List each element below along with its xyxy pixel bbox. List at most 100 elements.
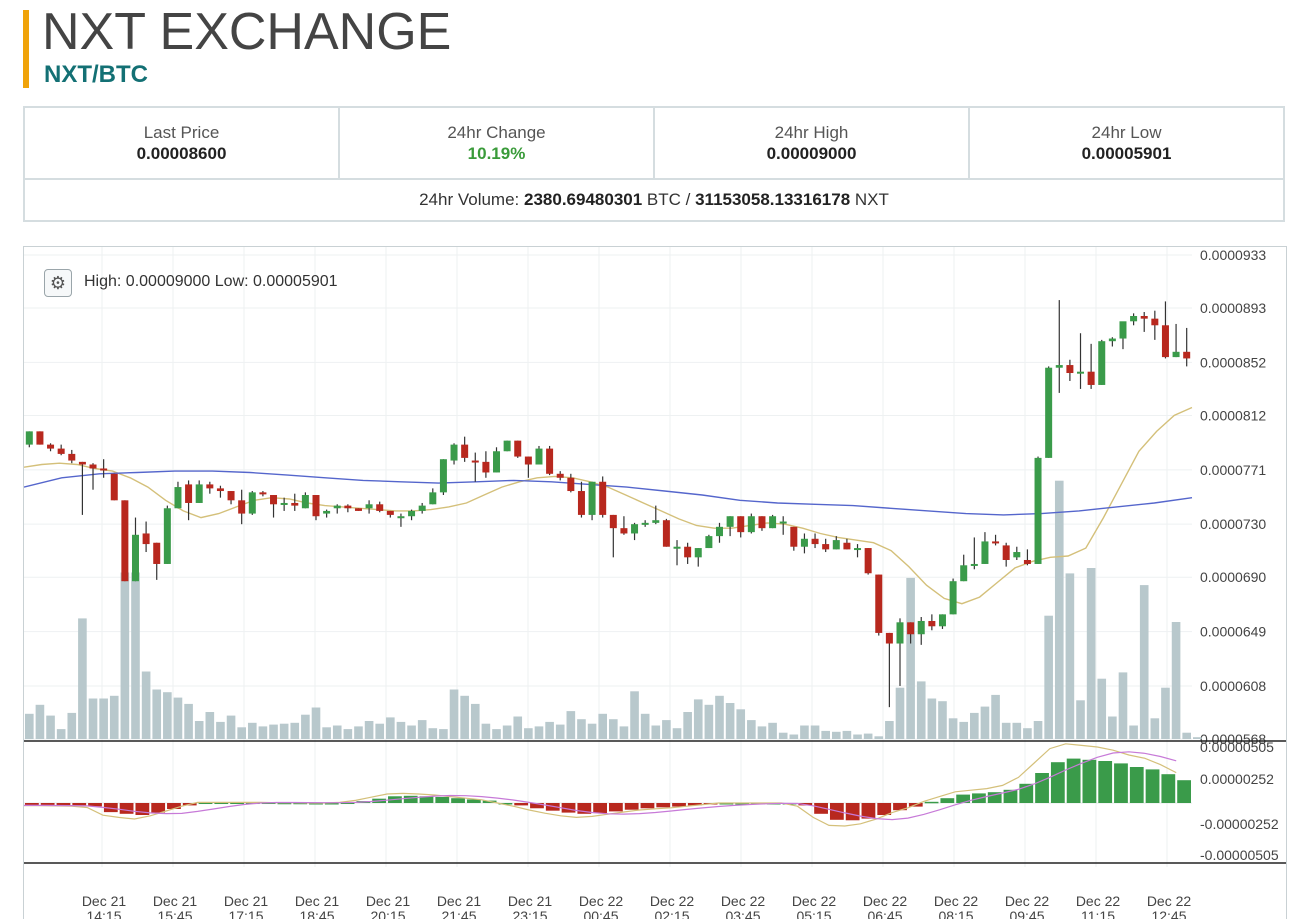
candle-body [875,574,883,633]
volume-bar [67,712,77,739]
date-label-time: 03:45 [725,908,760,919]
volume-nxt: 31153058.13316178 [695,190,851,209]
candle-body [1151,318,1159,326]
candle-body [917,620,925,635]
candle-body [1140,315,1148,319]
candle-body [25,431,33,445]
macd-hist-bar [1082,759,1097,803]
macd-hist-bar [103,803,118,813]
date-label-time: 23:15 [512,908,547,919]
candle-body [684,546,692,558]
macd-hist-bar [656,803,671,808]
volume-bar [1108,716,1117,739]
candle-body [599,481,607,515]
macd-hist-bar [151,803,166,813]
candle-body [620,528,628,534]
candle-body [928,620,936,627]
macd-hist-bar [451,798,465,803]
volume-bar [417,720,427,739]
volume-bar [78,618,87,739]
macd-hist-bar [340,802,355,805]
volume-bar [502,725,512,739]
candle-body [354,508,362,511]
gear-icon[interactable]: ⚙ [44,269,72,297]
candle-body [365,504,373,509]
candle-body [1130,315,1138,322]
macd-hist-bar [293,802,308,805]
volume-bar [831,731,841,739]
volume-bar [386,717,395,739]
macd-hist-bar [719,803,734,805]
date-label-time: 12:45 [1151,908,1186,919]
macd-hist-bar [419,796,434,803]
volume-bar [141,671,151,739]
macd-hist-bar [514,803,529,806]
volume-bar [609,719,618,739]
volume-bar [916,681,926,739]
macd-hist-bar [987,792,1002,803]
volume-bar [778,732,788,739]
date-label-time: 05:15 [796,908,831,919]
price-chart[interactable]: 0.0000933 0.0000893 0.0000852 0.0000812 0.00… [23,246,1287,919]
macd-hist-bar [861,803,876,819]
candle-body [843,542,851,550]
candle-body [567,477,575,492]
volume-bar [269,724,278,739]
volume-bar [1139,585,1149,739]
candle-body [609,514,617,529]
candle-body [631,524,639,534]
volume-bar [1054,480,1064,739]
volume-bar [428,728,438,739]
volume-bar [481,723,491,739]
volume-bar [163,692,172,739]
candle-body [535,448,543,465]
volume-bar [863,733,873,739]
date-label-time: 15:45 [157,908,192,919]
date-label-day: Dec 21 [153,893,198,909]
macd-hist-bar [309,803,323,805]
macd-hist-bar [1035,773,1049,803]
macd-tick-label: -0.00000505 [1200,847,1279,863]
date-label-time: 00:45 [583,908,618,919]
volume-bar [651,725,661,739]
price-tick-label: 0.0000893 [1200,300,1266,316]
macd-hist-bar [435,797,450,803]
macd-hist-bar [593,803,607,814]
candle-body [450,444,458,461]
volume-bar [1033,721,1043,739]
date-label-day: Dec 21 [224,893,269,909]
signal-line [24,751,1177,821]
candle-body [68,453,76,461]
chart-canvas[interactable]: 0.0000933 0.0000893 0.0000852 0.0000812 0.00… [24,247,1287,919]
volume-bar [56,729,66,739]
volume-bar [906,577,915,739]
volume-bar [205,712,215,739]
volume-bar [747,720,756,739]
macd-hist-bar [687,803,702,806]
candle-body [694,548,702,558]
date-label-day: Dec 21 [508,893,553,909]
date-label-day: Dec 22 [1005,893,1050,909]
candle-body [641,522,649,525]
macd-hist-bar [956,794,971,803]
macd-line [24,743,1177,827]
candle-body [747,516,755,533]
candle-body [429,492,437,505]
volume-bar [619,726,629,739]
candle-body [439,459,447,493]
macd-hist-bar [624,803,639,810]
date-label-time: 11:15 [1081,908,1115,919]
candle-body [524,456,532,465]
macd-hist-bar [119,803,134,814]
volume-bar [1193,737,1202,739]
volume-bar [513,716,523,739]
macd-hist-bar [1177,780,1191,803]
candle-body [1045,367,1053,458]
macd-hist-bar [56,803,71,806]
volume-bar [301,714,310,739]
volume-bar [332,725,342,739]
volume-bar [1182,732,1191,739]
volume-bar [800,725,809,739]
date-label-time: 14:15 [86,908,121,919]
volume-bar [88,698,98,739]
